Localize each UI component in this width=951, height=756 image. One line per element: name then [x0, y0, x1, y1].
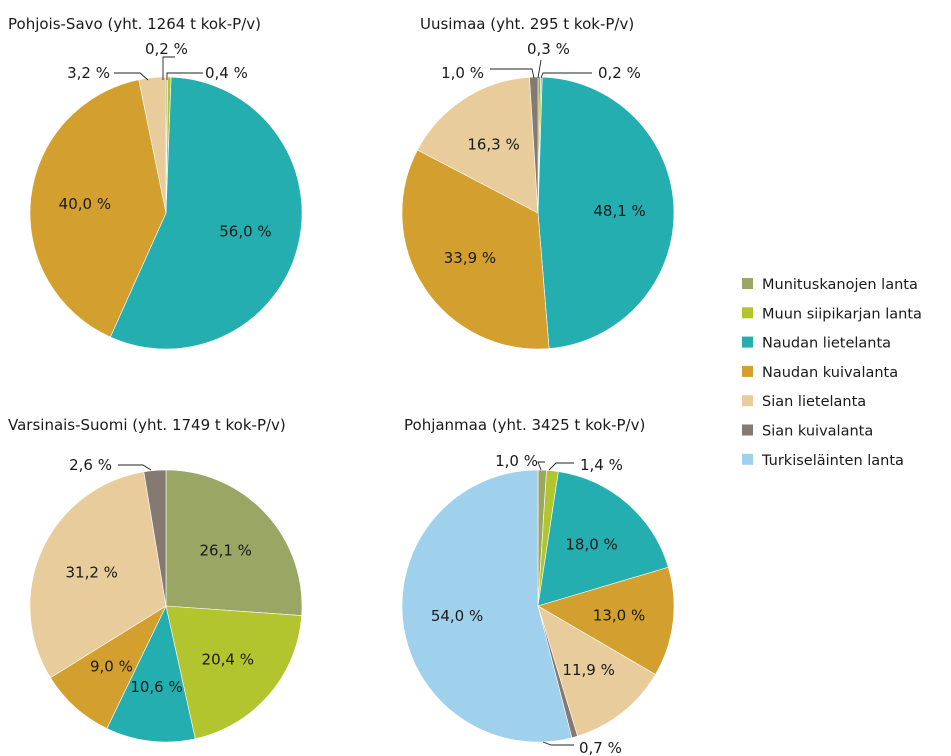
slice-label: 3,2 % [67, 64, 110, 82]
chart-title: Pohjanmaa (yht. 3425 t kok-P/v) [404, 416, 645, 434]
slice-label: 40,0 % [59, 195, 111, 213]
leader-line [540, 72, 592, 79]
slice-label: 33,9 % [444, 249, 496, 267]
pie-slice [537, 566, 675, 675]
slice-label: 0,3 % [527, 40, 570, 58]
legend-label: Muun siipikarjan lanta [762, 306, 922, 322]
legend-swatch [742, 453, 753, 465]
pie-slice [537, 76, 675, 349]
legend-label: Naudan lietelanta [762, 336, 891, 352]
legend-swatch [742, 278, 753, 289]
legend-swatch [742, 336, 753, 348]
chart-title: Pohjois-Savo (yht. 1264 t kok-P/v) [8, 15, 261, 33]
legend-swatch [742, 365, 753, 377]
legend-item: Sian lietelanta [742, 394, 866, 410]
slice-labels: 1,0 % 1,4 % 18,0 % 13,0 % 11,9 % 0,7 % 54,0 % [431, 452, 645, 756]
pie-slice [109, 76, 303, 350]
pie-slice [138, 76, 167, 214]
pie-charts-group: Pohjois-Savo (yht. 1264 t kok-P/v)0,2 %0… [8, 15, 675, 756]
slice-label: 0,4 % [205, 64, 248, 82]
slice-label: 20,4 % [202, 650, 254, 668]
pie-chart-4: Pohjanmaa (yht. 3425 t kok-P/v) 1,0 % 1,4 … [401, 416, 675, 756]
slice-labels: 0,3 % 0,2 % 48,1 % 33,9 % 16,3 % 1,0 % [441, 40, 646, 267]
legend-item: Muun siipikarjan lanta [742, 306, 922, 322]
chart-title: Uusimaa (yht. 295 t kok-P/v) [420, 15, 634, 33]
chart-title: Varsinais-Suomi (yht. 1749 t kok-P/v) [8, 416, 286, 434]
legend-label: Munituskanojen lanta [762, 277, 918, 293]
pie-slice [417, 76, 539, 214]
pie-slice [537, 605, 656, 737]
legend-label: Naudan kuivalanta [762, 365, 898, 381]
leader-line [118, 464, 152, 471]
pie-chart-2: Uusimaa (yht. 295 t kok-P/v) 0,3 % 0,2 % 48… [401, 15, 675, 350]
slice-label: 13,0 % [593, 607, 645, 625]
slice-label: 10,6 % [130, 678, 182, 696]
leader-line [542, 741, 574, 746]
legend-item: Naudan lietelanta [742, 336, 891, 352]
slice-label: 11,9 % [562, 661, 614, 679]
pie-slice [165, 605, 302, 740]
slice-label: 1,0 % [495, 452, 538, 470]
slice-label: 1,0 % [441, 64, 484, 82]
pie-slice [537, 471, 669, 607]
slice-label: 0,7 % [579, 739, 622, 756]
pie-slice [106, 605, 196, 743]
slice-label: 0,2 % [145, 40, 188, 58]
pie-slice [165, 469, 303, 616]
slice-labels: 26,1 % 20,4 % 10,6 % 9,0 % 31,2 % 2,6 % [65, 456, 253, 696]
leader-line [537, 59, 542, 79]
slice-label: 1,4 % [580, 456, 623, 474]
legend-swatch [742, 395, 753, 407]
legend-label: Sian kuivalanta [762, 424, 873, 440]
legend-item: Munituskanojen lanta [742, 277, 918, 293]
pie-chart-3: Varsinais-Suomi (yht. 1749 t kok-P/v) 26,… [8, 416, 303, 743]
pie-slice [143, 469, 167, 607]
pie-slice [401, 469, 573, 743]
slice-label: 54,0 % [431, 607, 483, 625]
slice-labels: 0,2 % 0,4 % 56,0 % 40,0 % 3,2 % [59, 40, 272, 241]
legend-item: Sian kuivalanta [742, 424, 873, 440]
slice-label: 16,3 % [467, 136, 519, 154]
slice-label: 9,0 % [90, 658, 133, 676]
leader-line [114, 72, 149, 81]
slice-label: 18,0 % [565, 535, 617, 553]
pie-chart-1: Pohjois-Savo (yht. 1264 t kok-P/v)0,2 %0… [8, 15, 303, 350]
leader-line [166, 72, 203, 80]
slice-label: 56,0 % [219, 223, 271, 241]
legend-item: Turkiseläinten lanta [742, 453, 904, 469]
slice-label: 0,2 % [598, 64, 641, 82]
legend-swatch [742, 424, 753, 436]
leader-line [548, 462, 574, 471]
pie-slice [29, 79, 167, 338]
legend: Munituskanojen lanta Muun siipikarjan lan… [742, 277, 922, 469]
legend-label: Turkiseläinten lanta [761, 453, 904, 469]
slice-label: 2,6 % [69, 456, 112, 474]
leader-line [162, 56, 175, 80]
slice-label: 26,1 % [199, 541, 251, 559]
slice-label: 48,1 % [593, 202, 645, 220]
leader-line [490, 68, 535, 79]
legend-swatch [742, 307, 753, 319]
leader-line [537, 461, 545, 471]
slice-label: 31,2 % [65, 563, 117, 581]
legend-label: Sian lietelanta [762, 394, 866, 410]
pie-slice [29, 471, 167, 679]
legend-item: Naudan kuivalanta [742, 365, 898, 381]
